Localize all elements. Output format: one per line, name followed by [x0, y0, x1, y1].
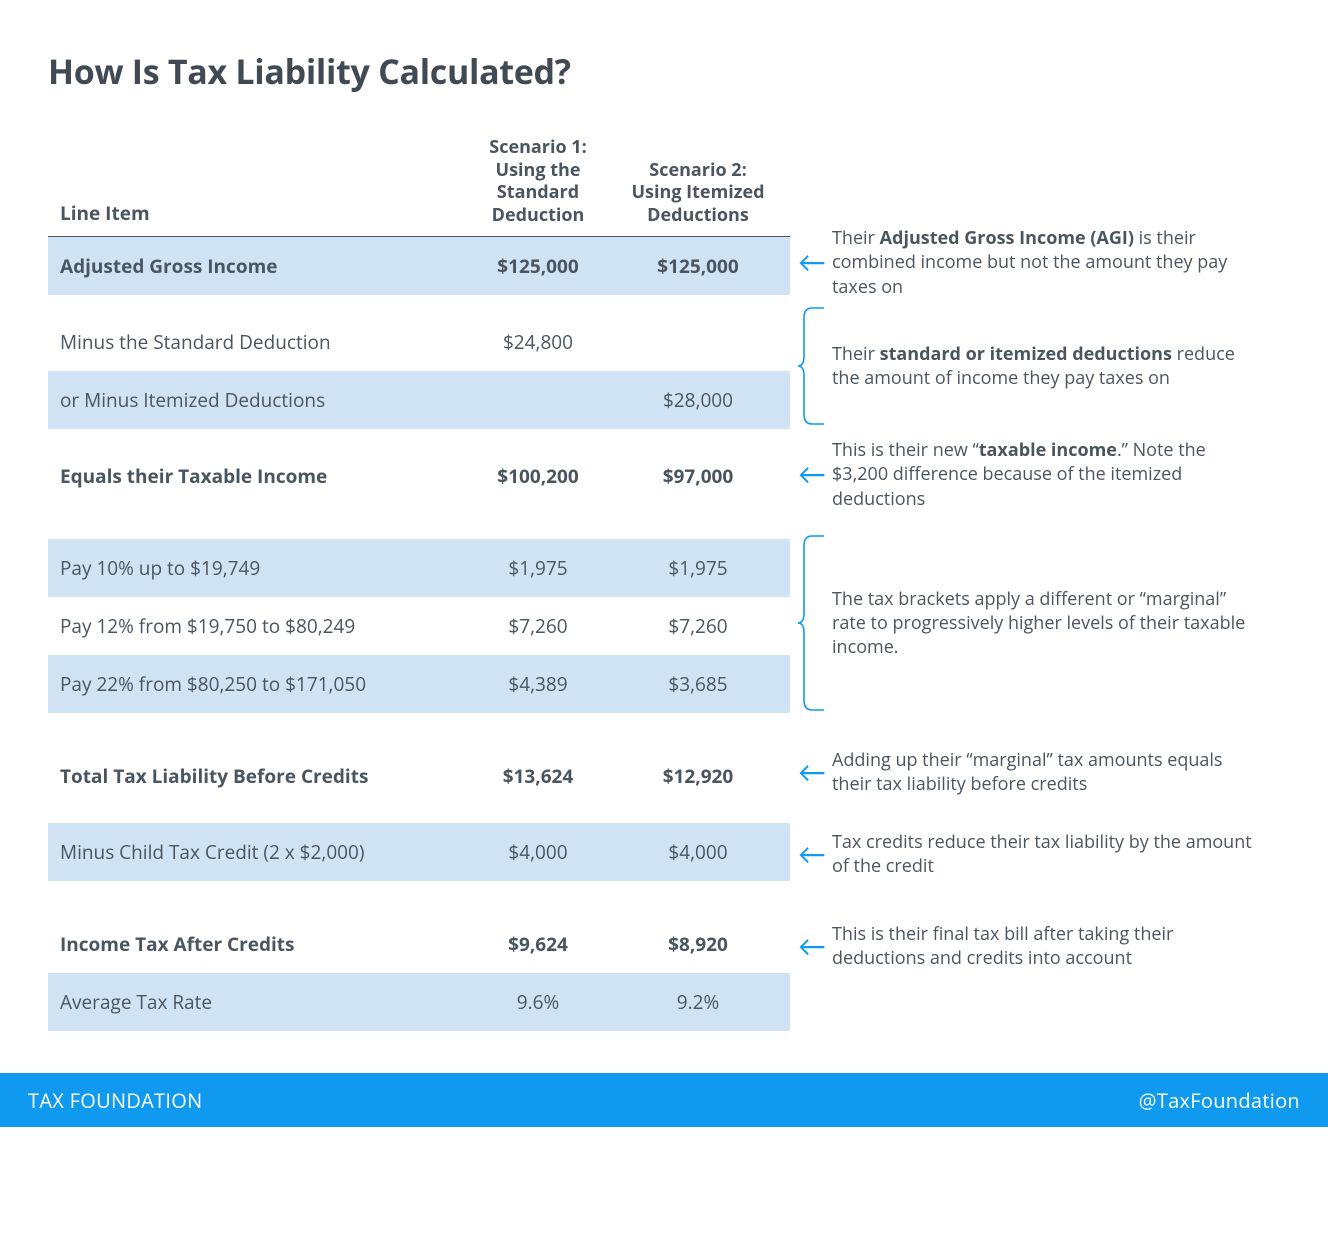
cell-label: Pay 22% from $80,250 to $171,050	[60, 671, 458, 697]
annotation-text: This is their new “taxable income.” Note…	[832, 438, 1262, 511]
page-title: How Is Tax Liability Calculated?	[48, 48, 1288, 94]
arrow-left-icon: ←	[790, 758, 832, 786]
row-taxable-income: Equals their Taxable Income $100,200 $97…	[48, 447, 790, 505]
arrow-left-icon: ←	[790, 248, 832, 276]
annotation-ctc: ← Tax credits reduce their tax liability…	[790, 830, 1262, 879]
brace-icon	[790, 306, 832, 426]
cell-label: Equals their Taxable Income	[60, 463, 458, 489]
cell-label: Pay 12% from $19,750 to $80,249	[60, 613, 458, 639]
row-itemized-deductions: or Minus Itemized Deductions $28,000	[48, 371, 790, 429]
cell-s2: $12,920	[618, 763, 778, 789]
annotation-deductions: Their standard or itemized deductions re…	[790, 306, 1262, 426]
cell-s1: $9,624	[458, 931, 618, 957]
cell-s1: $4,389	[458, 671, 618, 697]
cell-s1: $1,975	[458, 555, 618, 581]
annotation-taxable: ← This is their new “taxable income.” No…	[790, 438, 1262, 511]
cell-label: Minus Child Tax Credit (2 x $2,000)	[60, 839, 458, 865]
cell-s1: $125,000	[458, 253, 618, 279]
cell-s2: $8,920	[618, 931, 778, 957]
row-total-liability: Total Tax Liability Before Credits $13,6…	[48, 747, 790, 805]
cell-s1: $4,000	[458, 839, 618, 865]
cell-label: or Minus Itemized Deductions	[60, 387, 458, 413]
row-standard-deduction: Minus the Standard Deduction $24,800	[48, 313, 790, 371]
cell-label: Adjusted Gross Income	[60, 253, 458, 279]
cell-s2: $4,000	[618, 839, 778, 865]
annotation-text: The tax brackets apply a different or “m…	[832, 587, 1262, 660]
cell-s2: $97,000	[618, 463, 778, 489]
annotation-brackets: The tax brackets apply a different or “m…	[790, 534, 1262, 712]
cell-label: Minus the Standard Deduction	[60, 329, 458, 355]
cell-s2: $125,000	[618, 253, 778, 279]
annotation-text: Tax credits reduce their tax liability b…	[832, 830, 1262, 879]
cell-s1: $24,800	[458, 329, 618, 355]
footer-bar: TAX FOUNDATION @TaxFoundation	[0, 1073, 1328, 1127]
arrow-left-icon: ←	[790, 932, 832, 960]
annotation-total: ← Adding up their “marginal” tax amounts…	[790, 748, 1262, 797]
table-header-row: Line Item Scenario 1: Using the Standard…	[48, 130, 790, 237]
annotation-text: This is their final tax bill after takin…	[832, 922, 1262, 971]
cell-label: Pay 10% up to $19,749	[60, 555, 458, 581]
annotation-agi: ← Their Adjusted Gross Income (AGI) is t…	[790, 226, 1262, 299]
annotation-text: Adding up their “marginal” tax amounts e…	[832, 748, 1262, 797]
cell-s1: $100,200	[458, 463, 618, 489]
cell-s2: $1,975	[618, 555, 778, 581]
col-header-scenario-2: Scenario 2: Using Itemized Deductions	[618, 159, 778, 227]
annotation-text: Their Adjusted Gross Income (AGI) is the…	[832, 226, 1262, 299]
row-agi: Adjusted Gross Income $125,000 $125,000	[48, 237, 790, 295]
row-average-rate: Average Tax Rate 9.6% 9.2%	[48, 973, 790, 1031]
footer-handle: @TaxFoundation	[1139, 1087, 1300, 1114]
cell-s1: 9.6%	[458, 989, 618, 1015]
annotation-after-credits: ← This is their final tax bill after tak…	[790, 922, 1262, 971]
cell-label: Average Tax Rate	[60, 989, 458, 1015]
arrow-left-icon: ←	[790, 460, 832, 488]
row-bracket-12: Pay 12% from $19,750 to $80,249 $7,260 $…	[48, 597, 790, 655]
col-header-line-item: Line Item	[60, 200, 458, 226]
cell-s1: $7,260	[458, 613, 618, 639]
col-header-scenario-1: Scenario 1: Using the Standard Deduction	[458, 136, 618, 226]
row-bracket-22: Pay 22% from $80,250 to $171,050 $4,389 …	[48, 655, 790, 713]
brace-icon	[790, 534, 832, 712]
cell-label: Income Tax After Credits	[60, 931, 458, 957]
cell-label: Total Tax Liability Before Credits	[60, 763, 458, 789]
footer-brand: TAX FOUNDATION	[28, 1087, 203, 1114]
cell-s2: $3,685	[618, 671, 778, 697]
arrow-left-icon: ←	[790, 840, 832, 868]
row-child-tax-credit: Minus Child Tax Credit (2 x $2,000) $4,0…	[48, 823, 790, 881]
cell-s1: $13,624	[458, 763, 618, 789]
tax-table: Line Item Scenario 1: Using the Standard…	[48, 130, 790, 1031]
cell-s2: $28,000	[618, 387, 778, 413]
cell-s2: 9.2%	[618, 989, 778, 1015]
row-after-credits: Income Tax After Credits $9,624 $8,920	[48, 915, 790, 973]
annotation-text: Their standard or itemized deductions re…	[832, 342, 1262, 391]
content: Line Item Scenario 1: Using the Standard…	[48, 130, 1288, 1031]
row-bracket-10: Pay 10% up to $19,749 $1,975 $1,975	[48, 539, 790, 597]
cell-s2: $7,260	[618, 613, 778, 639]
